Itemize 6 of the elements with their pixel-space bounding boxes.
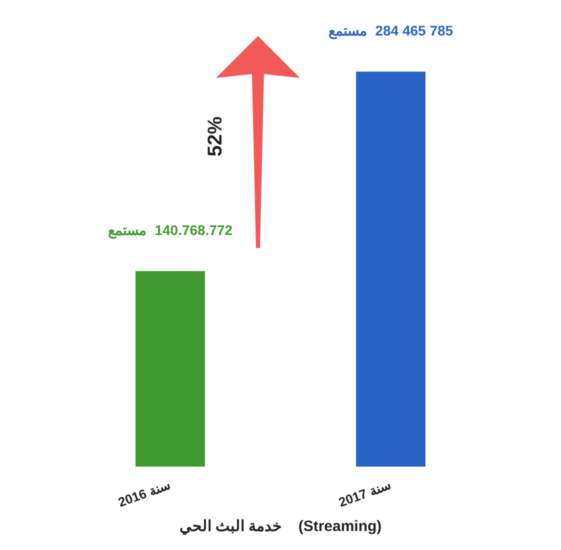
annotation: 52% bbox=[204, 116, 228, 157]
x-tick-label: سنة 2017 bbox=[336, 477, 393, 510]
x-axis-title: خدمة البث الحي (Streaming) bbox=[179, 518, 382, 536]
data-label: مستمع 140.768.772 bbox=[108, 222, 233, 240]
x-tick-label: سنة 2016 bbox=[116, 477, 172, 510]
data-label: مستمع 284 465 785 bbox=[328, 22, 454, 40]
